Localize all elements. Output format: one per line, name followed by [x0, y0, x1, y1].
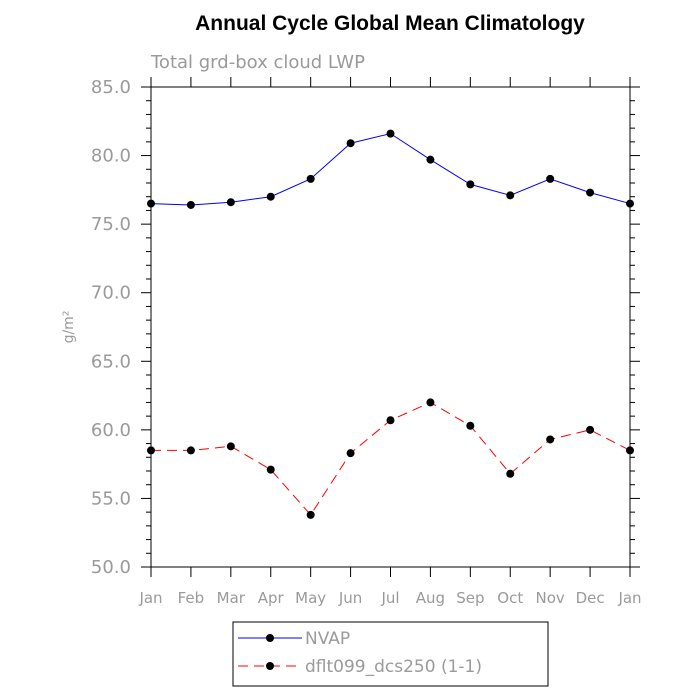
- series-point: [266, 192, 275, 201]
- x-tick-label: Jun: [338, 589, 362, 607]
- legend-marker: [266, 634, 274, 642]
- series-line: [150, 133, 631, 206]
- series-point: [386, 416, 395, 425]
- series-point: [186, 200, 195, 209]
- series-point: [226, 442, 235, 451]
- series-point: [626, 199, 634, 208]
- series-point: [306, 174, 315, 183]
- plot-frame: [150, 86, 631, 568]
- series-point: [306, 510, 315, 519]
- x-tick-label: Sep: [456, 589, 484, 607]
- x-tick-label: Apr: [258, 589, 285, 607]
- x-tick-label: Feb: [178, 589, 205, 607]
- x-tick-label: Dec: [576, 589, 605, 607]
- series-layer: [147, 129, 634, 519]
- y-tick-label: 65.0: [91, 351, 131, 372]
- x-tick-label: Nov: [536, 589, 565, 607]
- x-tick-label: Jan: [138, 589, 162, 607]
- y-tick-label: 85.0: [91, 77, 131, 98]
- x-tick-label: Jan: [617, 589, 641, 607]
- x-tick-label: May: [295, 589, 326, 607]
- legend-items: NVAP dflt099_dcs250 (1-1): [238, 629, 482, 677]
- legend-marker: [266, 662, 274, 670]
- y-tick-label: 75.0: [91, 214, 131, 235]
- x-tick-label: Mar: [217, 589, 246, 607]
- series-point: [466, 421, 475, 430]
- legend-box: [232, 621, 549, 687]
- series-point: [426, 398, 435, 407]
- y-axis-label: g/m²: [61, 311, 77, 344]
- chart-subtitle: Total grd-box cloud LWP: [150, 52, 365, 73]
- legend-label: dflt099_dcs250 (1-1): [305, 657, 482, 677]
- series-point: [346, 139, 355, 148]
- series-point: [147, 446, 155, 455]
- series-point: [506, 191, 515, 200]
- series-point: [626, 446, 634, 455]
- series-point: [586, 425, 595, 434]
- series-point: [346, 449, 355, 458]
- series-point: [506, 469, 515, 478]
- series-point: [266, 465, 275, 474]
- y-tick-label: 55.0: [91, 488, 131, 509]
- series-point: [586, 188, 595, 197]
- series-point: [546, 435, 555, 444]
- series-point: [226, 198, 235, 207]
- y-tick-label: 70.0: [91, 283, 131, 304]
- series-point: [147, 199, 155, 208]
- series-point: [386, 129, 395, 138]
- y-tick-label: 60.0: [91, 420, 131, 441]
- series-point: [546, 174, 555, 183]
- x-tick-label: Aug: [416, 589, 445, 607]
- legend: NVAP dflt099_dcs250 (1-1): [232, 621, 549, 687]
- x-tick-label: Jul: [380, 589, 399, 607]
- y-tick-label: 80.0: [91, 146, 131, 167]
- series-point: [186, 446, 195, 455]
- legend-label: NVAP: [305, 629, 350, 649]
- series-point: [426, 155, 435, 164]
- series-point: [466, 180, 475, 189]
- chart-title: Annual Cycle Global Mean Climatology: [195, 12, 585, 35]
- plot-axes: 50.0 55.0 60.0 65.0 70.0 75.0 80.0 85.0 Jan Feb Ma…: [91, 77, 642, 607]
- y-tick-label: 50.0: [91, 557, 131, 578]
- x-tick-label: Oct: [497, 589, 523, 607]
